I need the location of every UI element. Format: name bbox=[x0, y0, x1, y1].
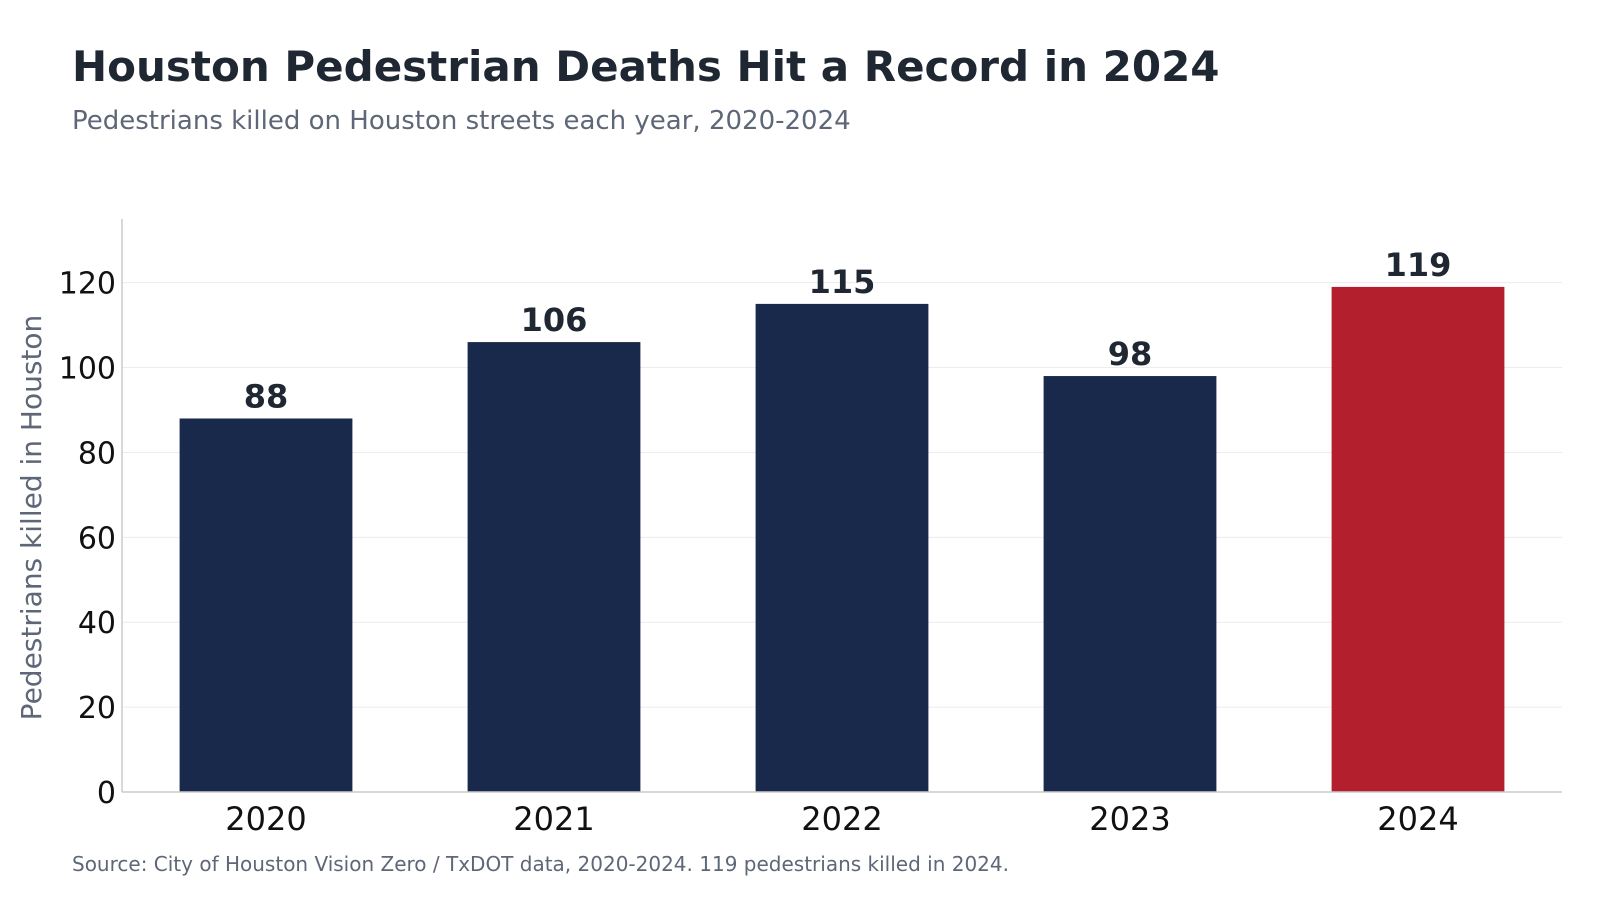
bar-2020 bbox=[179, 418, 353, 792]
value-label: 119 bbox=[1385, 246, 1452, 284]
bar-2023 bbox=[1043, 376, 1217, 792]
y-tick-label: 80 bbox=[78, 436, 116, 471]
source-note: Source: City of Houston Vision Zero / Tx… bbox=[72, 852, 1009, 876]
value-label: 115 bbox=[809, 263, 876, 301]
y-tick-label: 120 bbox=[59, 267, 116, 302]
chart-subtitle: Pedestrians killed on Houston streets ea… bbox=[72, 106, 851, 136]
bars bbox=[179, 286, 1505, 792]
y-tick-label: 20 bbox=[78, 691, 116, 726]
bar-2024 bbox=[1331, 286, 1505, 792]
y-tick-label: 0 bbox=[97, 776, 116, 811]
value-labels: 88 106 115 98 119 bbox=[244, 246, 1452, 416]
value-label: 106 bbox=[521, 301, 588, 339]
value-label: 88 bbox=[244, 377, 289, 415]
x-tick-label: 2023 bbox=[1089, 800, 1170, 838]
x-tick-label: 2020 bbox=[225, 800, 306, 838]
x-tick-label: 2024 bbox=[1377, 800, 1458, 838]
bar-2021 bbox=[467, 342, 641, 792]
y-axis-label: Pedestrians killed in Houston bbox=[15, 315, 48, 721]
chart-title: Houston Pedestrian Deaths Hit a Record i… bbox=[72, 42, 1220, 91]
bar-2022 bbox=[755, 303, 929, 792]
x-tick-label: 2021 bbox=[513, 800, 594, 838]
x-tick-label: 2022 bbox=[801, 800, 882, 838]
axes: 0 20 40 60 80 100 120 2020 2021 2022 2023 2024 bbox=[59, 219, 1562, 838]
y-tick-label: 40 bbox=[78, 606, 116, 641]
y-tick-label: 60 bbox=[78, 521, 116, 556]
value-label: 98 bbox=[1108, 335, 1153, 373]
y-tick-label: 100 bbox=[59, 352, 116, 387]
